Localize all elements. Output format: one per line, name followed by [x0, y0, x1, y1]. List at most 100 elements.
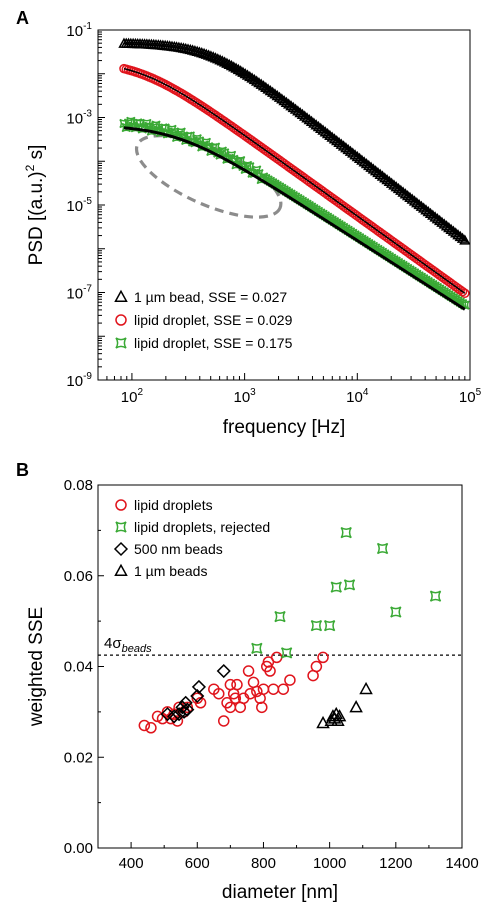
y-tick-exp-a: -1: [83, 21, 92, 32]
data-point-a: [324, 129, 336, 140]
legend-label-b: 1 µm beads: [134, 563, 207, 579]
data-point-a: [443, 221, 455, 233]
data-point-b: [190, 688, 205, 704]
data-point-b: [310, 620, 323, 632]
y-tick-base-a: 10: [66, 198, 83, 215]
data-point-a: [415, 200, 428, 211]
legend-marker-b: [115, 499, 127, 511]
data-point-a: [431, 213, 444, 224]
series-b-2: [160, 663, 231, 724]
data-point-a: [459, 234, 471, 245]
series-b-3: [316, 681, 373, 729]
data-point-b: [251, 685, 263, 698]
data-point-b: [332, 709, 347, 722]
data-point-a: [434, 214, 446, 226]
data-point-a: [319, 126, 331, 137]
data-point-a: [450, 227, 462, 238]
data-point-b: [390, 606, 402, 618]
series-a-2: [119, 116, 470, 310]
data-point-b: [191, 679, 206, 694]
data-point-b: [229, 692, 242, 705]
y-label-part: PSD [(a.u.): [26, 171, 47, 265]
series-b-0: [138, 651, 329, 734]
data-point-a: [422, 205, 434, 217]
legend-label-a: 1 µm bead, SSE = 0.027: [134, 289, 287, 305]
data-point-a: [360, 158, 373, 169]
data-point-a: [374, 168, 386, 179]
data-point-b: [316, 715, 330, 729]
data-point-a: [269, 88, 281, 99]
x-axis-label-b: diameter [nm]: [222, 882, 338, 903]
data-point-a: [385, 177, 398, 188]
data-point-b: [178, 695, 193, 710]
panel-label-b: B: [16, 460, 29, 480]
data-point-a: [411, 197, 423, 208]
x-tick-label-b: 800: [251, 855, 276, 872]
data-point-a: [397, 186, 409, 197]
y-tick-base-a: 10: [66, 111, 83, 128]
data-point-a: [305, 115, 318, 126]
x-tick-label-a: 102: [121, 387, 144, 406]
legend-marker-a: [115, 337, 127, 349]
data-point-a: [457, 286, 468, 297]
x-tick-label-a: 103: [233, 387, 256, 406]
data-point-b: [251, 642, 263, 654]
series-a-1: [119, 63, 470, 299]
data-point-b: [231, 678, 243, 691]
x-tick-label-a: 105: [459, 387, 482, 406]
data-point-b: [244, 687, 256, 700]
data-point-b: [330, 581, 342, 593]
data-point-b: [317, 651, 329, 664]
plot-frame-b: [97, 484, 463, 849]
data-point-a: [395, 184, 407, 195]
data-point-a: [452, 229, 464, 240]
data-point-a: [358, 156, 370, 167]
data-point-a: [447, 225, 460, 236]
y-tick-label-a: 10-3: [66, 109, 92, 128]
data-point-a: [280, 96, 293, 107]
data-point-a: [344, 145, 357, 156]
data-point-a: [335, 138, 347, 149]
data-point-a: [376, 170, 389, 181]
legend-label-b: 500 nm beads: [134, 541, 223, 557]
data-point-b: [359, 681, 373, 695]
y-axis-label-a: PSD [(a.u.)2 s]: [23, 145, 47, 266]
data-point-a: [390, 181, 402, 192]
data-point-a: [331, 134, 343, 146]
data-point-a: [333, 136, 345, 148]
x-tick-label-b: 600: [185, 855, 210, 872]
data-point-a: [388, 179, 400, 190]
data-point-a: [456, 232, 469, 243]
data-point-b: [429, 590, 442, 602]
data-point-b: [277, 683, 290, 695]
data-point-a: [406, 193, 418, 204]
data-point-a: [315, 122, 327, 133]
data-point-a: [429, 211, 441, 222]
data-point-a: [276, 93, 288, 104]
data-point-a: [392, 182, 405, 194]
data-point-a: [379, 172, 391, 183]
data-point-b: [138, 719, 151, 732]
data-point-b: [264, 665, 276, 677]
data-point-a: [401, 189, 414, 201]
data-point-a: [351, 150, 363, 162]
y-tick-exp-a: -7: [83, 284, 92, 295]
legend-marker-a: [115, 314, 127, 326]
data-point-a: [417, 202, 430, 213]
x-tick-label-b: 400: [119, 855, 144, 872]
data-point-a: [440, 220, 453, 231]
data-point-a: [413, 198, 425, 210]
data-point-a: [271, 89, 283, 101]
data-point-a: [264, 84, 277, 96]
fit-line-a: [123, 42, 466, 242]
y-tick-label-a: 10-9: [66, 371, 92, 390]
data-point-b: [270, 651, 283, 664]
data-point-b: [242, 665, 255, 677]
legend-label-b: lipid droplets: [134, 497, 213, 513]
data-point-b: [349, 700, 363, 713]
data-point-a: [260, 81, 272, 93]
data-point-a: [294, 106, 306, 118]
data-point-b: [180, 702, 195, 717]
y-tick-label-a: 10-5: [66, 196, 92, 215]
data-point-b: [176, 704, 192, 719]
